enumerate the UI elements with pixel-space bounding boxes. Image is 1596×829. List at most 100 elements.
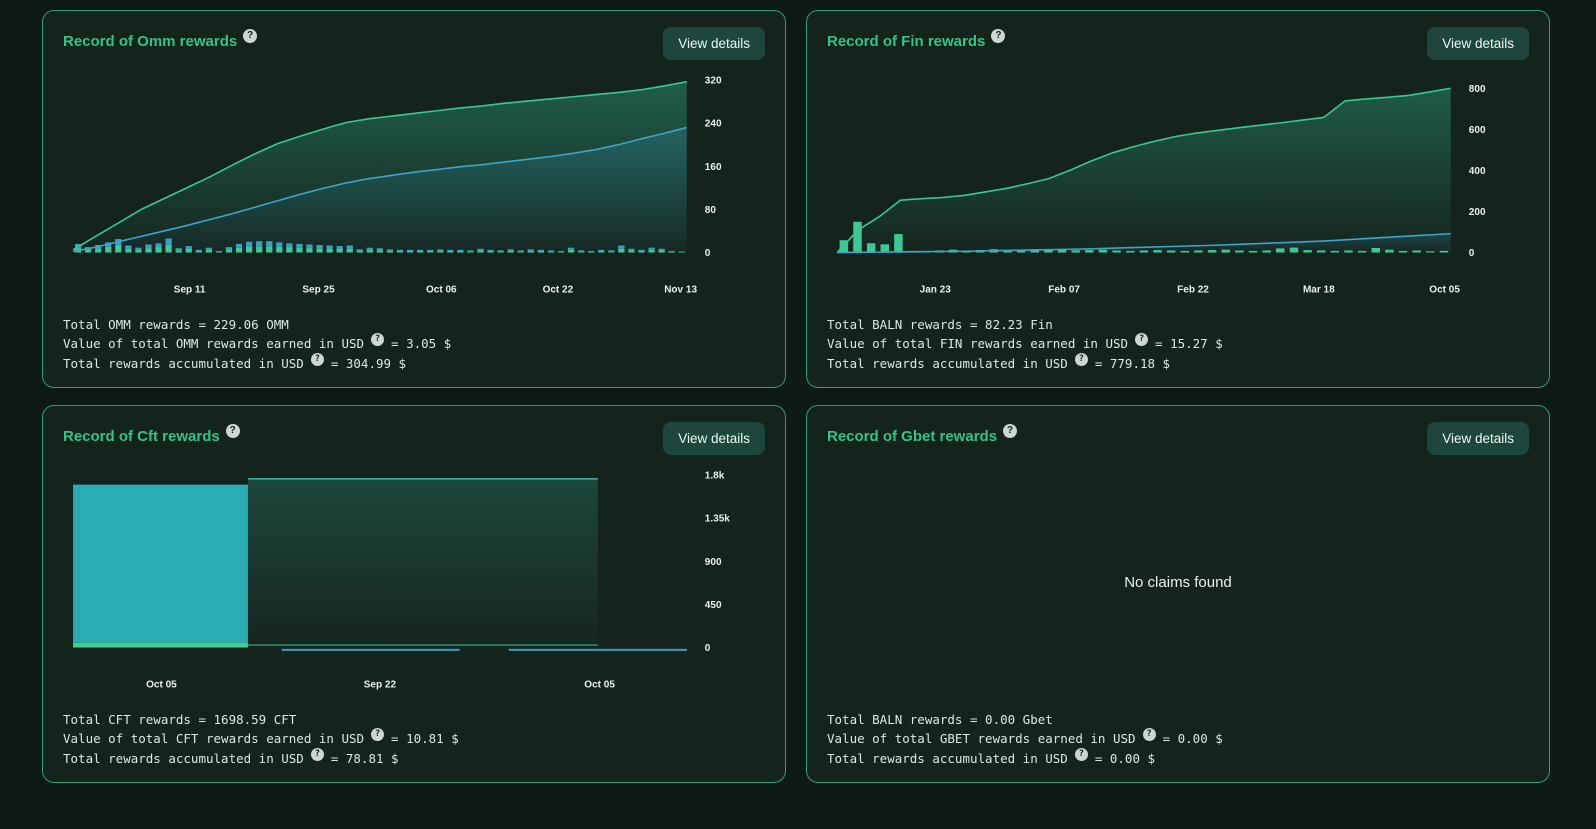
card-title-wrap: Record of Cft rewards ? <box>63 422 240 446</box>
gbet-summary: Total BALN rewards = 0.00 Gbet Value of … <box>827 710 1529 769</box>
svg-text:Oct 05: Oct 05 <box>1429 285 1460 296</box>
card-header: Record of Fin rewards ? View details <box>827 27 1529 60</box>
help-icon[interactable]: ? <box>991 29 1006 43</box>
summary-line: Total BALN rewards = 0.00 Gbet <box>827 710 1529 730</box>
svg-text:200: 200 <box>1469 207 1486 218</box>
svg-text:0: 0 <box>1469 248 1475 259</box>
card-title-wrap: Record of Gbet rewards ? <box>827 422 1018 446</box>
summary-text: Value of total OMM rewards earned in USD <box>63 336 365 351</box>
summary-line: Value of total OMM rewards earned in USD… <box>63 333 765 354</box>
summary-text: Total rewards accumulated in USD <box>63 750 304 766</box>
card-cft-rewards: Record of Cft rewards ? View details 0 45… <box>42 405 786 783</box>
view-details-button-gbet[interactable]: View details <box>1427 422 1529 455</box>
help-icon[interactable]: ? <box>225 424 240 438</box>
help-icon[interactable]: ? <box>1074 747 1088 761</box>
summary-line: Total rewards accumulated in USD? = 78.81… <box>63 747 765 769</box>
svg-text:1.35k: 1.35k <box>705 514 730 525</box>
summary-value: = 15.27 $ <box>1155 336 1223 351</box>
svg-text:320: 320 <box>705 76 722 87</box>
summary-value: = 304.99 $ <box>330 355 407 371</box>
help-icon[interactable]: ? <box>310 352 324 366</box>
svg-text:Oct 06: Oct 06 <box>426 285 457 296</box>
svg-text:0: 0 <box>705 248 711 259</box>
card-title-fin: Record of Fin rewards <box>827 33 986 50</box>
summary-value: = 779.18 $ <box>1094 355 1171 371</box>
summary-text: Value of total FIN rewards earned in USD <box>827 336 1129 351</box>
summary-text: Total BALN rewards = 82.23 Fin <box>827 316 1053 332</box>
summary-line: Total BALN rewards = 82.23 Fin <box>827 315 1529 335</box>
cft-summary: Total CFT rewards = 1698.59 CFT Value of… <box>63 710 765 769</box>
svg-text:Oct 22: Oct 22 <box>543 285 574 296</box>
summary-line: Total rewards accumulated in USD? = 0.00 … <box>827 747 1529 769</box>
cft-rewards-chart: 0 450 900 1.35k 1.8k Oct 05 Sep 22 Oct 05 <box>63 461 765 694</box>
help-icon[interactable]: ? <box>371 728 385 742</box>
summary-value: = 0.00 $ <box>1094 750 1156 766</box>
summary-line: Value of total GBET rewards earned in US… <box>827 728 1529 749</box>
card-omm-rewards: Record of Omm rewards ? View details 0 80… <box>42 10 786 388</box>
card-header: Record of Omm rewards ? View details <box>63 27 765 60</box>
svg-text:Sep 22: Sep 22 <box>364 680 397 691</box>
svg-text:Feb 22: Feb 22 <box>1177 285 1209 296</box>
card-header: Record of Gbet rewards ? View details <box>827 422 1529 455</box>
svg-text:Sep 11: Sep 11 <box>174 285 206 296</box>
summary-value: = 10.81 $ <box>391 731 459 746</box>
omm-rewards-chart: 0 80 160 240 320 Sep 11 Sep 25 Oct 06 Oct 22 Nov … <box>63 66 765 299</box>
view-details-button-cft[interactable]: View details <box>663 422 765 455</box>
summary-text: Total CFT rewards = 1698.59 CFT <box>63 711 297 727</box>
summary-value: = 0.00 $ <box>1162 731 1223 746</box>
svg-text:400: 400 <box>1469 166 1486 177</box>
help-icon[interactable]: ? <box>1142 728 1156 742</box>
card-title-wrap: Record of Fin rewards ? <box>827 27 1006 51</box>
svg-text:80: 80 <box>705 205 717 216</box>
help-icon[interactable]: ? <box>1135 333 1149 347</box>
summary-line: Total rewards accumulated in USD? = 779.1… <box>827 352 1529 374</box>
summary-text: Value of total GBET rewards earned in US… <box>827 731 1136 746</box>
svg-text:160: 160 <box>705 162 722 173</box>
summary-text: Total rewards accumulated in USD <box>827 750 1068 766</box>
card-gbet-rewards: Record of Gbet rewards ? View details No… <box>806 405 1550 783</box>
summary-value: = 78.81 $ <box>330 750 399 766</box>
no-claims-message: No claims found <box>1124 573 1232 591</box>
card-title-cft: Record of Cft rewards <box>63 428 220 445</box>
svg-text:Jan 23: Jan 23 <box>920 285 952 296</box>
help-icon[interactable]: ? <box>310 747 324 761</box>
summary-text: Total rewards accumulated in USD <box>827 355 1068 371</box>
card-title-gbet: Record of Gbet rewards <box>827 428 998 445</box>
summary-line: Value of total CFT rewards earned in USD… <box>63 728 765 749</box>
svg-text:Oct 05: Oct 05 <box>584 680 615 691</box>
view-details-button-omm[interactable]: View details <box>663 27 765 60</box>
summary-value: = 3.05 $ <box>391 336 452 351</box>
rewards-dashboard: Record of Omm rewards ? View details 0 80… <box>42 10 1550 783</box>
card-fin-rewards: Record of Fin rewards ? View details 0 20… <box>806 10 1550 388</box>
svg-text:1.8k: 1.8k <box>705 471 725 482</box>
summary-line: Total rewards accumulated in USD? = 304.9… <box>63 352 765 374</box>
summary-line: Total CFT rewards = 1698.59 CFT <box>63 710 765 730</box>
svg-text:Oct 05: Oct 05 <box>146 680 177 691</box>
help-icon[interactable]: ? <box>1003 424 1018 438</box>
svg-text:600: 600 <box>1469 125 1486 136</box>
summary-text: Total rewards accumulated in USD <box>63 355 304 371</box>
summary-line: Total OMM rewards = 229.06 OMM <box>63 315 765 335</box>
help-icon[interactable]: ? <box>371 333 385 347</box>
help-icon[interactable]: ? <box>243 29 258 43</box>
svg-text:450: 450 <box>705 600 722 611</box>
svg-text:Sep 25: Sep 25 <box>302 285 335 296</box>
svg-text:Mar 18: Mar 18 <box>1303 285 1335 296</box>
summary-text: Total BALN rewards = 0.00 Gbet <box>827 711 1053 727</box>
svg-text:Nov 13: Nov 13 <box>664 285 697 296</box>
summary-line: Value of total FIN rewards earned in USD… <box>827 333 1529 354</box>
omm-summary: Total OMM rewards = 229.06 OMM Value of … <box>63 315 765 374</box>
svg-text:Feb 07: Feb 07 <box>1048 285 1080 296</box>
summary-text: Total OMM rewards = 229.06 OMM <box>63 316 289 332</box>
card-title-omm: Record of Omm rewards <box>63 33 238 50</box>
view-details-button-fin[interactable]: View details <box>1427 27 1529 60</box>
help-icon[interactable]: ? <box>1074 352 1088 366</box>
summary-text: Value of total CFT rewards earned in USD <box>63 731 365 746</box>
card-header: Record of Cft rewards ? View details <box>63 422 765 455</box>
fin-summary: Total BALN rewards = 82.23 Fin Value of … <box>827 315 1529 374</box>
card-title-wrap: Record of Omm rewards ? <box>63 27 258 51</box>
fin-rewards-chart: 0 200 400 600 800 Jan 23 Feb 07 Feb 22 Mar 18 Oct… <box>827 66 1529 299</box>
svg-text:900: 900 <box>705 557 722 568</box>
svg-text:0: 0 <box>705 643 711 654</box>
svg-text:800: 800 <box>1469 84 1486 95</box>
